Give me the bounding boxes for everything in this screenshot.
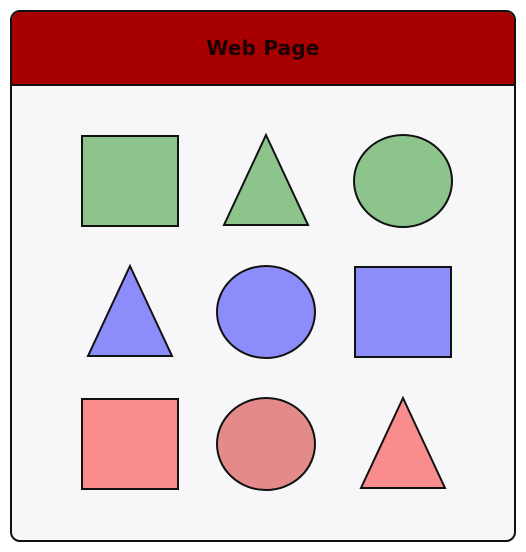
page-title: Web Page xyxy=(206,36,320,60)
red-square xyxy=(81,398,179,490)
green-triangle xyxy=(222,132,310,226)
blue-circle xyxy=(216,265,316,359)
blue-triangle xyxy=(86,263,174,357)
blue-square xyxy=(354,266,452,358)
green-square xyxy=(81,135,179,227)
green-circle xyxy=(353,134,453,228)
page-header: Web Page xyxy=(12,12,514,86)
red-triangle xyxy=(359,395,447,489)
red-circle xyxy=(216,397,316,491)
